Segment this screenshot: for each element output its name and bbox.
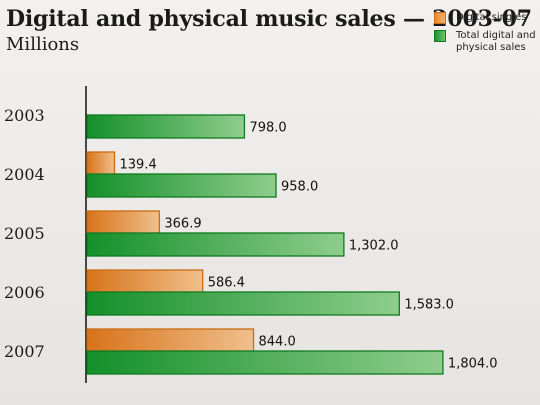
data-label-digital-singles-2005: 366.9 xyxy=(164,217,201,232)
data-label-digital-singles-2007: 844.0 xyxy=(259,335,296,350)
data-label-total-sales-2006: 1,583.0 xyxy=(404,298,454,313)
bar-total-sales-2007 xyxy=(86,350,444,375)
bar-digital-singles-2004 xyxy=(86,151,116,176)
data-label-total-sales-2003: 798.0 xyxy=(249,121,286,136)
bar-total-sales-2006 xyxy=(86,291,400,316)
legend-item-digital-singles: Digital singles xyxy=(434,12,540,24)
bar-total-sales-2003 xyxy=(86,114,246,139)
category-label-2006: 2006 xyxy=(4,283,45,302)
bar-total-sales-2005 xyxy=(86,232,345,257)
data-label-total-sales-2004: 958.0 xyxy=(281,180,318,195)
category-label-2007: 2007 xyxy=(4,342,45,361)
legend-label-digital-singles: Digital singles xyxy=(456,12,527,23)
bar-digital-singles-2007 xyxy=(86,328,255,353)
data-label-digital-singles-2004: 139.4 xyxy=(120,158,157,173)
category-label-2005: 2005 xyxy=(4,224,45,243)
chart-subtitle: Millions xyxy=(6,34,80,55)
data-label-total-sales-2007: 1,804.0 xyxy=(448,357,498,372)
category-label-2004: 2004 xyxy=(4,165,45,184)
bar-total-sales-2004 xyxy=(86,173,277,198)
legend-label-total-sales: Total digital and physical sales xyxy=(456,30,536,53)
data-label-digital-singles-2006: 586.4 xyxy=(208,276,245,291)
legend-item-total-sales: Total digital and physical sales xyxy=(434,30,540,54)
legend-swatch-digital-singles xyxy=(434,12,446,24)
legend: Digital singles Total digital and physic… xyxy=(434,12,540,60)
bar-digital-singles-2005 xyxy=(86,210,161,235)
legend-swatch-total-sales xyxy=(434,30,446,42)
bar-digital-singles-2006 xyxy=(86,269,204,294)
data-label-total-sales-2005: 1,302.0 xyxy=(349,239,399,254)
category-label-2003: 2003 xyxy=(4,106,45,125)
